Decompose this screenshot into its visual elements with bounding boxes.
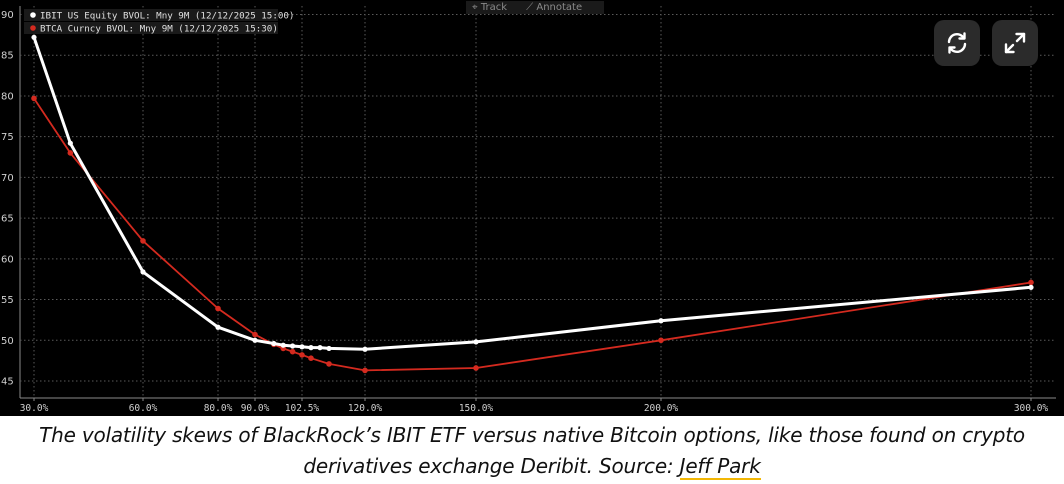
x-tick-label: 80.0% <box>204 403 233 414</box>
y-tick-label: 55 <box>1 295 14 306</box>
annotate-button[interactable]: ⟋ Annotate <box>526 2 583 13</box>
btca-data-point <box>31 95 37 102</box>
track-button[interactable]: ⌖ Track <box>472 2 507 13</box>
ibit-data-point <box>290 343 296 349</box>
source-link[interactable]: Jeff Park <box>679 454 761 480</box>
annotate-label: Annotate <box>536 2 583 13</box>
btca-series-line <box>33 97 1032 372</box>
ibit-data-point <box>271 340 277 347</box>
legend-box-2 <box>24 22 278 34</box>
refresh-icon <box>947 32 967 54</box>
x-tick-label: 150.0% <box>459 403 494 414</box>
ibit-data-point <box>1028 284 1034 290</box>
ibit-data-point <box>252 337 258 343</box>
legend-box-1 <box>24 9 278 21</box>
ibit-data-point <box>299 344 305 350</box>
ibit-data-point <box>362 346 368 352</box>
btca-data-point <box>140 238 146 244</box>
chart-panel: 45 50 55 60 65 70 75 80 85 90 30.0% 60.0% 80.0% 90.0%… <box>0 0 1064 416</box>
chart-tools-bar: ⌖ Track ⟋ Annotate <box>466 1 605 14</box>
legend-label-btca: BTCA Curncy BVOL: Mny 9M (12/12/2025 15:… <box>40 24 278 35</box>
expand-icon <box>1004 32 1026 54</box>
ibit-data-point <box>67 140 73 146</box>
ibit-data-point <box>31 34 37 40</box>
volatility-skew-chart: 45 50 55 60 65 70 75 80 85 90 30.0% 60.0% 80.0% 90.0%… <box>1 6 1056 414</box>
legend-swatch-btca <box>30 25 36 31</box>
y-tick-label: 85 <box>1 51 14 62</box>
btca-data-point <box>215 305 221 312</box>
y-tick-label: 80 <box>1 91 14 102</box>
ibit-data-point <box>473 339 479 345</box>
y-tick-label: 60 <box>1 254 14 265</box>
btca-data-point <box>1028 279 1034 286</box>
btca-data-point <box>67 150 74 156</box>
x-tick-label: 200.0% <box>644 403 679 414</box>
y-tick-label: 75 <box>1 132 14 143</box>
legend-swatch-ibit <box>30 12 36 18</box>
ibit-data-point <box>280 342 286 348</box>
x-tick-label: 120.0% <box>348 403 383 414</box>
btca-data-point <box>299 352 305 358</box>
refresh-button[interactable] <box>934 20 980 66</box>
btca-data-point <box>473 365 479 371</box>
caption-text: The volatility skews of BlackRock’s IBIT… <box>39 423 1025 478</box>
btca-data-point <box>326 361 332 367</box>
btca-data-point <box>658 337 664 344</box>
ibit-series-line <box>32 35 1033 351</box>
btca-data-point <box>289 348 296 355</box>
legend-label-ibit: IBIT US Equity BVOL: Mny 9M (12/12/2025 … <box>40 11 294 22</box>
y-tick-label: 70 <box>1 173 14 184</box>
ibit-data-point <box>317 345 323 351</box>
ibit-data-point <box>658 318 664 324</box>
x-tick-label: 90.0% <box>241 403 270 414</box>
y-tick-label: 90 <box>1 10 14 21</box>
btca-data-point <box>252 331 258 338</box>
ibit-data-point <box>326 345 332 352</box>
track-label: Track <box>480 2 507 13</box>
btca-data-point <box>362 367 368 374</box>
ibit-data-point <box>215 324 221 330</box>
btca-data-point <box>308 355 314 361</box>
ibit-data-point <box>140 269 146 275</box>
y-tick-label: 65 <box>1 214 14 225</box>
x-tick-label: 300.0% <box>1014 403 1049 414</box>
x-tick-label: 30.0% <box>20 403 49 414</box>
x-tick-label: 102.5% <box>285 403 320 414</box>
ibit-data-point <box>308 345 314 351</box>
x-tick-label: 60.0% <box>129 403 158 414</box>
figure-caption: The volatility skews of BlackRock’s IBIT… <box>0 420 1064 482</box>
y-tick-label: 45 <box>1 377 14 388</box>
y-tick-label: 50 <box>1 336 14 347</box>
expand-button[interactable] <box>992 20 1038 66</box>
